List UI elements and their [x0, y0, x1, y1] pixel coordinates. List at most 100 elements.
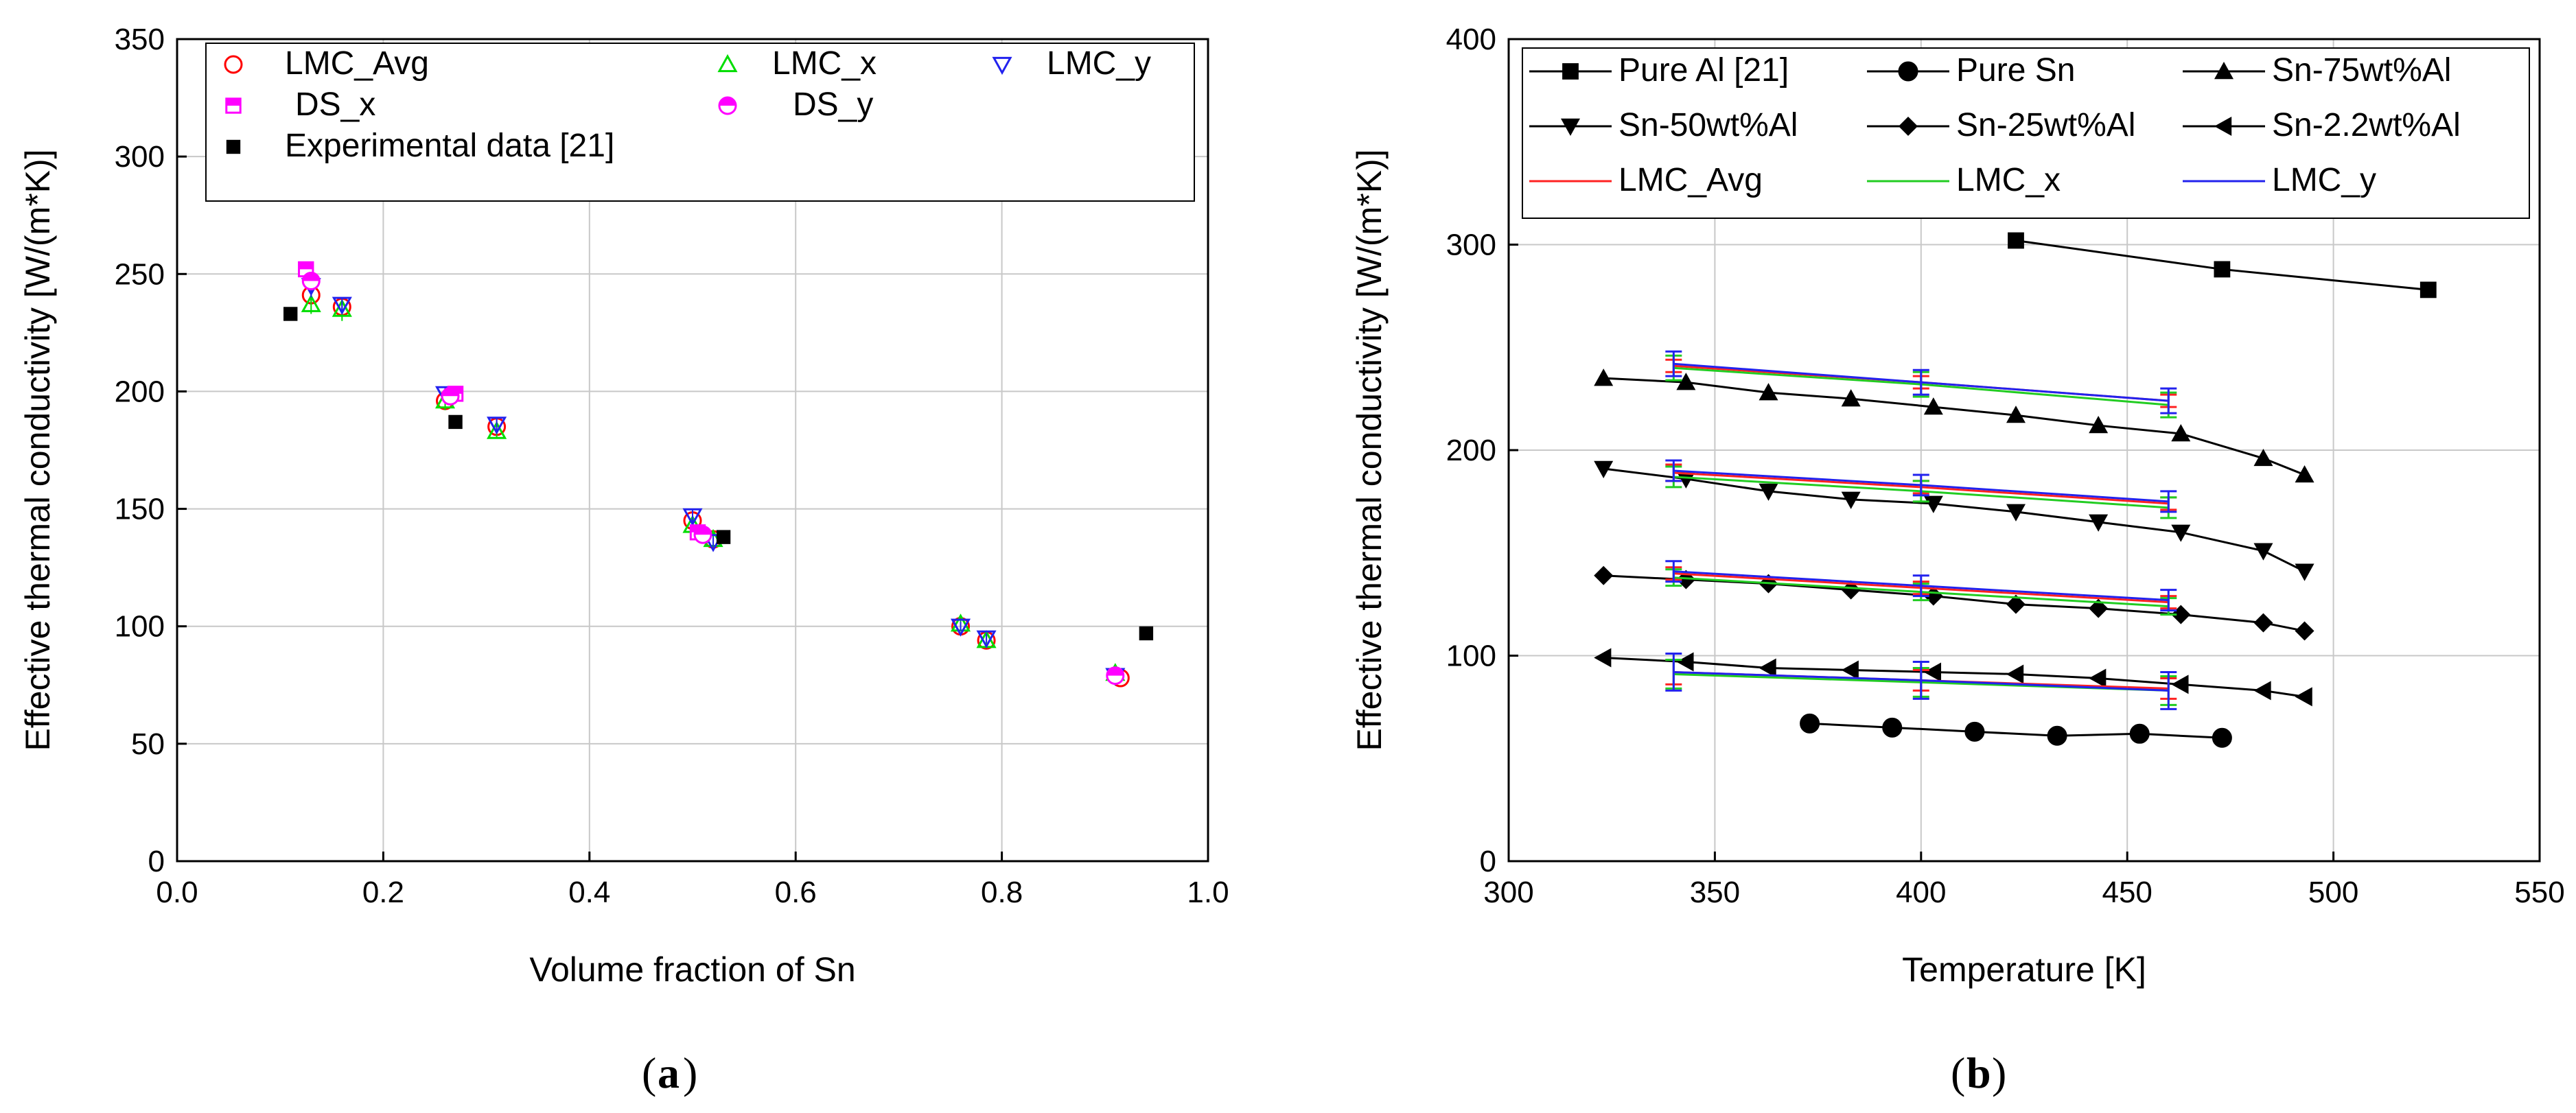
- point-ds-y-3: [1106, 666, 1125, 686]
- x-tick-label-3: 0.6: [775, 876, 817, 909]
- legend-item-sn-50wt-al: Sn-50wt%Al: [1529, 107, 1798, 143]
- x-tick-label-3: 450: [2102, 876, 2152, 909]
- point-sn-2-2wt-al-3: [1841, 660, 1859, 680]
- x-tick-label-0: 0.0: [156, 876, 198, 909]
- legend-item-lmc-avg: LMC_Avg: [1529, 162, 1763, 198]
- line-sn-25wt-al: [1603, 574, 2305, 633]
- series-sn-2-2wt-al: [1594, 648, 2312, 707]
- legend-item-lmc-y: LMC_y: [992, 45, 1151, 82]
- legend-item-ds-y: DS_y: [718, 86, 873, 123]
- legend-label-lmc-y: LMC_y: [1047, 45, 1151, 82]
- point-sn-25wt-al-3: [1841, 580, 1861, 600]
- point-lmc-y-7: [976, 630, 997, 648]
- y-tick-label-4: 400: [1446, 23, 1496, 56]
- legend-marker-lmc-x: [717, 54, 738, 73]
- y-tick-label-5: 250: [115, 257, 165, 291]
- panel-b-x-axis-title: Temperature [K]: [1902, 950, 2146, 989]
- point-sn-75wt-al-4: [1923, 397, 1943, 415]
- panel-a-data: [283, 261, 1154, 688]
- point-sn-2-2wt-al-6: [2089, 668, 2107, 688]
- y-tick-label-6: 300: [115, 140, 165, 174]
- legend-marker-ds-x: [225, 97, 242, 114]
- point-sn-75wt-al-3: [1841, 389, 1861, 407]
- panel-a-chart: 0.0 0.2 0.4 0.6 0.8 1.0050100150200250300350 …: [19, 23, 1229, 989]
- point-sn-25wt-al-5: [2006, 594, 2026, 614]
- errorbar-lmc-y-1-0: [1665, 459, 1682, 482]
- legend-marker-sn-50wt-al: [1561, 118, 1580, 136]
- series-ds-y: [301, 272, 1125, 686]
- legend-item-pure-sn: Pure Sn: [1867, 52, 2075, 89]
- point-sn-2-2wt-al-2: [1759, 658, 1776, 678]
- point-sn-2-2wt-al-5: [2006, 664, 2024, 684]
- point-lmc-y-1: [332, 296, 352, 315]
- point-sn-75wt-al-0: [1594, 368, 1614, 386]
- point-pure-al-21-2: [2420, 281, 2437, 298]
- x-tick-label-5: 550: [2514, 876, 2564, 909]
- y-tick-label-2: 200: [1446, 434, 1496, 467]
- panel-b-ticks: 300 350 400 450 500 550 0 100 200 300 400: [1446, 23, 2565, 909]
- legend-box: [205, 43, 1195, 202]
- y-tick-label-7: 350: [115, 23, 165, 56]
- errorbar-lmc-y-1-2: [2160, 490, 2177, 513]
- point-pure-sn-1: [1882, 717, 1903, 738]
- legend-label-sn-75wt-al: Sn-75wt%Al: [2272, 52, 2451, 89]
- legend-marker-sn-2-2wt-al: [2214, 117, 2232, 136]
- point-sn-75wt-al-8: [2253, 448, 2273, 467]
- point-sn-50wt-al-5: [2006, 504, 2026, 522]
- legend-marker-experimental-data-21: [226, 139, 241, 154]
- series-ds-x: [298, 261, 706, 541]
- point-sn-50wt-al-2: [1759, 483, 1778, 501]
- point-sn-50wt-al-0: [1594, 460, 1614, 478]
- series-sn-25wt-al: [1594, 565, 2314, 641]
- point-sn-75wt-al-7: [2171, 424, 2191, 442]
- legend-label-sn-25wt-al: Sn-25wt%Al: [1956, 107, 2135, 143]
- point-pure-sn-4: [2129, 723, 2150, 744]
- panel-b-data: [1594, 232, 2437, 748]
- line-sn-75wt-al: [1603, 377, 2306, 476]
- errorbar-lmc-y-2-2: [2160, 589, 2177, 612]
- errorbar-lmc-y-3-2: [2160, 670, 2177, 710]
- legend-label-experimental-data-21: Experimental data [21]: [285, 128, 614, 164]
- legend-item-lmc-y: LMC_y: [2183, 162, 2376, 198]
- point-pure-al-21-0: [2008, 232, 2024, 249]
- legend-marker-sn-75wt-al: [2214, 62, 2233, 80]
- panel-b-y-axis-title: Effective thermal conductivity [W/(m*K)]: [1350, 149, 1389, 751]
- panel-a-y-axis-title: Effective thermal conductivity [W/(m*K)]: [19, 149, 57, 751]
- legend-label-ds-x: DS_x: [295, 86, 375, 123]
- legend-box: [1522, 47, 2530, 219]
- panel-b-caption: (: [1951, 1048, 1965, 1097]
- y-tick-label-1: 100: [1446, 640, 1496, 673]
- legend-label-lmc-avg: LMC_Avg: [285, 45, 429, 82]
- errorbar-lmc-y-2-0: [1665, 560, 1682, 583]
- point-lmc-x-0: [301, 294, 321, 312]
- model-lmc-y: [1665, 350, 2177, 710]
- point-sn-2-2wt-al-4: [1923, 662, 1942, 682]
- point-sn-75wt-al-1: [1676, 373, 1696, 390]
- errorbar-lmc-y-1-1: [1912, 473, 1929, 497]
- legend-label-sn-50wt-al: Sn-50wt%Al: [1618, 107, 1798, 143]
- panel-a-ticks: 0.0 0.2 0.4 0.6 0.8 1.0 0 50 100 150 200 250 300 350: [115, 23, 1229, 909]
- legend-label-pure-sn: Pure Sn: [1956, 52, 2075, 89]
- legend-marker-lmc-y: [992, 56, 1012, 75]
- point-pure-sn-0: [1800, 713, 1820, 734]
- y-tick-label-0: 0: [1480, 845, 1496, 878]
- panel-a-legend: LMC_Avg LMC_x LMC_y DS_x DS_y Experimental da…: [205, 43, 1195, 202]
- panel-a-caption-close: ): [683, 1048, 697, 1097]
- panel-b-caption-close: ): [1992, 1048, 2006, 1097]
- point-sn-2-2wt-al-8: [2253, 681, 2271, 701]
- x-tick-label-1: 0.2: [362, 876, 404, 909]
- legend-label-sn-2-2wt-al: Sn-2.2wt%Al: [2272, 107, 2461, 143]
- point-lmc-x-3: [487, 421, 507, 439]
- point-sn-50wt-al-4: [1923, 495, 1943, 513]
- point-ds-y-0: [301, 272, 321, 291]
- panel-a-plot-frame: [176, 38, 1209, 863]
- series-pure-al-21: [2008, 232, 2437, 298]
- point-sn-50wt-al-3: [1841, 491, 1861, 509]
- series-experimental-data-21: [283, 307, 1154, 641]
- point-sn-50wt-al-9: [2295, 563, 2314, 581]
- errorbar-lmc-y-2-1: [1912, 574, 1929, 598]
- legend-item-sn-75wt-al: Sn-75wt%Al: [2183, 52, 2451, 89]
- x-tick-label-5: 1.0: [1187, 876, 1229, 909]
- panel-a-x-axis-title: Volume fraction of Sn: [529, 950, 855, 989]
